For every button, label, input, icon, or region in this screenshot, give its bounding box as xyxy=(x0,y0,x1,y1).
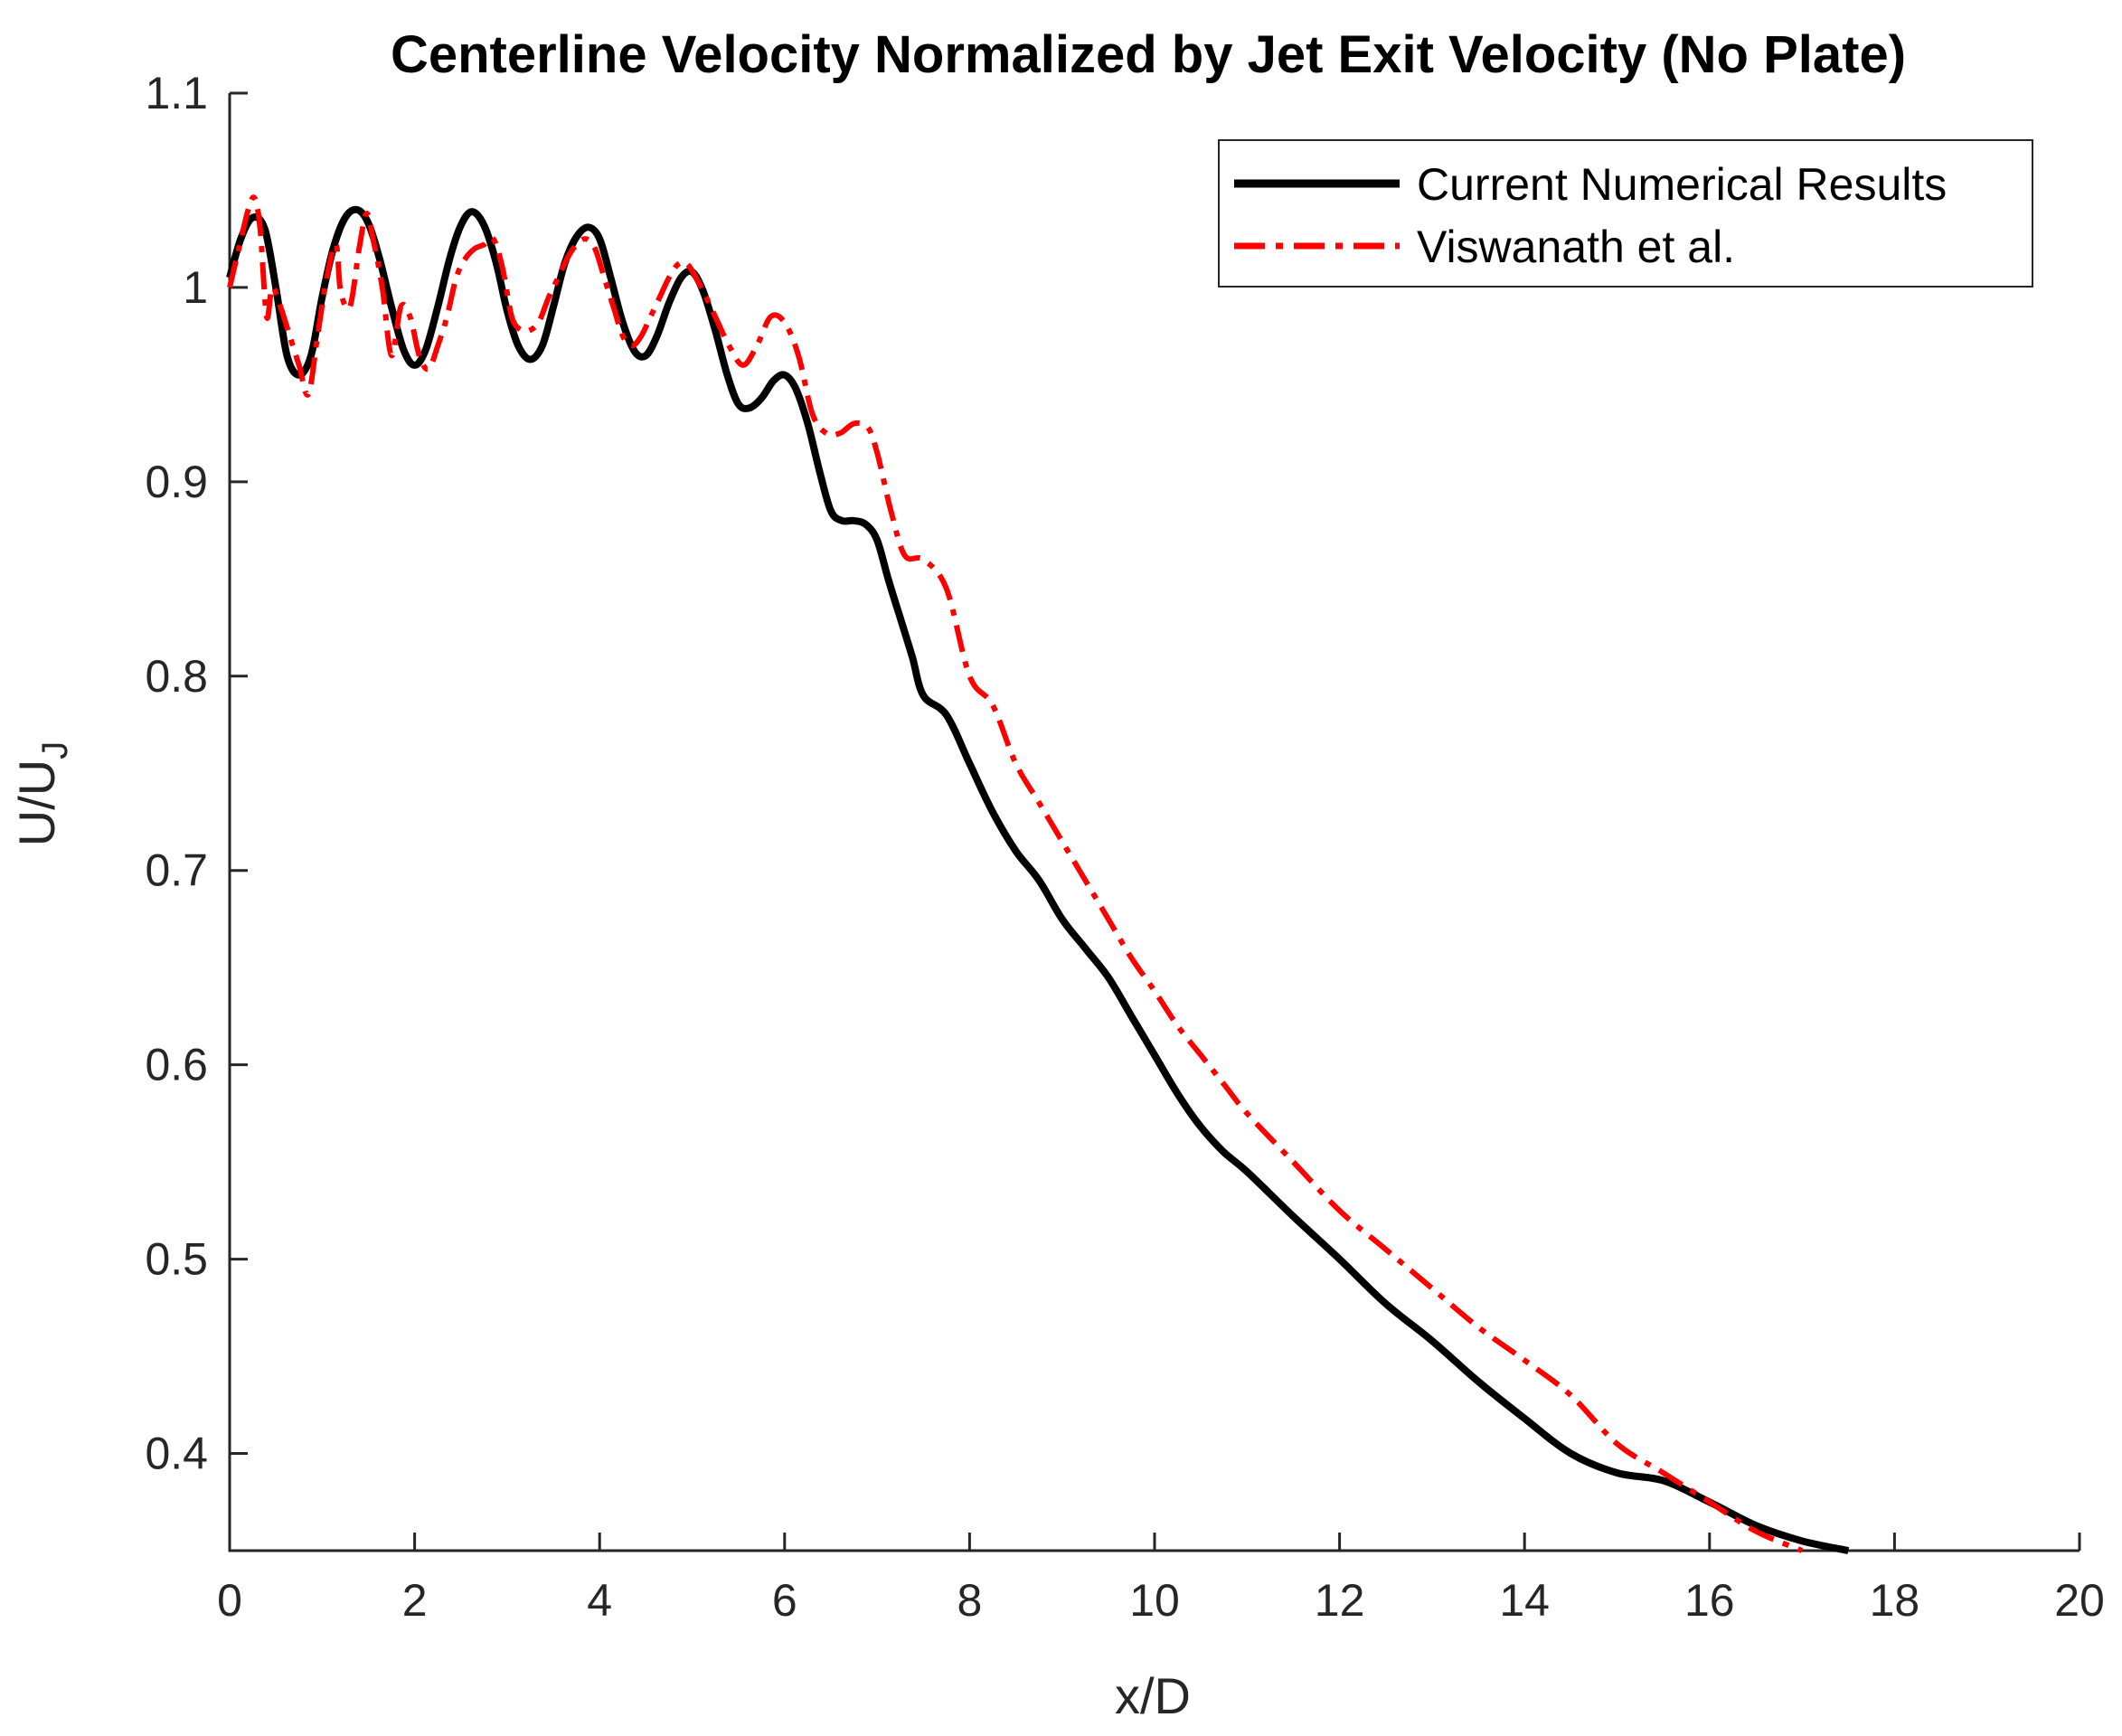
x-axis-ticks: 0 2 4 6 8 10 12 14 16 18 20 xyxy=(217,1533,2105,1626)
x-axis-label: x/D xyxy=(1115,1667,1191,1724)
x-tick-label: 16 xyxy=(1684,1575,1735,1626)
y-tick-label: 0.6 xyxy=(145,1040,208,1090)
x-tick-label: 8 xyxy=(957,1575,982,1626)
y-tick-label: 0.5 xyxy=(145,1234,208,1285)
y-tick-label: 1 xyxy=(183,262,208,313)
y-axis-label-subscript: J xyxy=(35,741,75,760)
x-tick-label: 0 xyxy=(217,1575,242,1626)
series-lines xyxy=(226,194,1850,1554)
y-tick-label: 1.1 xyxy=(145,68,208,118)
y-axis-label-main: U/U xyxy=(8,760,65,846)
series-line-viswanath-et-al xyxy=(227,194,1804,1553)
legend-label-numerical: Current Numerical Results xyxy=(1417,159,1947,210)
y-tick-label: 0.9 xyxy=(145,457,208,507)
y-axis-label: U/UJ xyxy=(8,741,75,846)
plot-area: 0 2 4 6 8 10 12 14 16 18 20 0.4 0.5 0.6 0.7 0.8 0.9 1 1.1 xyxy=(145,68,2104,1626)
y-axis-ticks: 0.4 0.5 0.6 0.7 0.8 0.9 1 1.1 xyxy=(145,68,248,1479)
legend-label-viswanath: Viswanath et al. xyxy=(1417,222,1735,272)
x-tick-label: 4 xyxy=(587,1575,612,1626)
x-tick-label: 14 xyxy=(1499,1575,1550,1626)
x-tick-label: 18 xyxy=(1870,1575,1920,1626)
x-tick-label: 6 xyxy=(772,1575,797,1626)
y-tick-label: 0.8 xyxy=(145,651,208,702)
x-tick-label: 2 xyxy=(402,1575,428,1626)
y-tick-label: 0.7 xyxy=(145,845,208,896)
chart-title: Centerline Velocity Normalized by Jet Ex… xyxy=(391,25,1906,84)
x-tick-label: 12 xyxy=(1315,1575,1365,1626)
legend-box xyxy=(1218,139,2033,288)
legend: Current Numerical Results Viswanath et a… xyxy=(1218,139,2033,288)
y-tick-label: 0.4 xyxy=(145,1429,208,1479)
x-tick-label: 20 xyxy=(2054,1575,2105,1626)
x-tick-label: 10 xyxy=(1129,1575,1180,1626)
